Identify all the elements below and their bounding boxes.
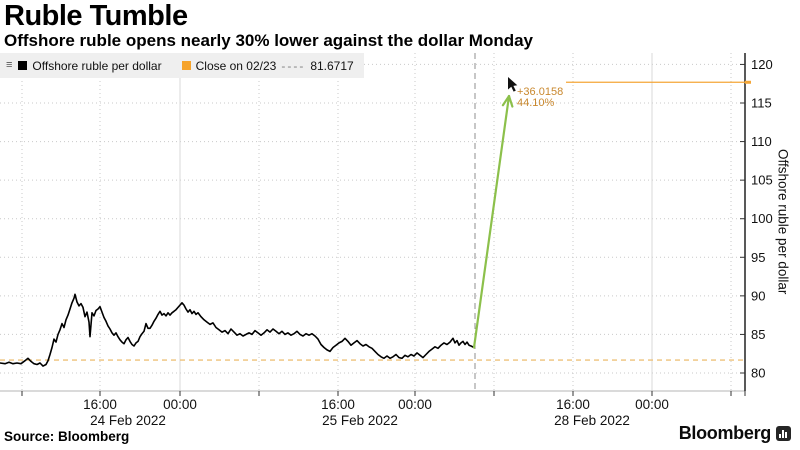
legend-label-ruble: Offshore ruble per dollar (32, 58, 162, 73)
legend-item-ruble[interactable]: Offshore ruble per dollar (18, 58, 162, 73)
y-tick-label: 120 (751, 57, 773, 72)
y-tick-label: 115 (751, 95, 772, 110)
legend-bar: ≡ Offshore ruble per dollar Close on 02/… (0, 53, 364, 78)
date-label: 24 Feb 2022 (90, 413, 166, 428)
y-axis-label-wrap: Offshore ruble per dollar (771, 53, 795, 391)
percent-annotation: 44.10% (517, 97, 555, 109)
bloomberg-wordmark: Bloomberg (678, 423, 772, 443)
legend-item-close[interactable]: Close on 02/23 ---- 81.6717 (181, 58, 354, 73)
page-title: Ruble Tumble (4, 0, 188, 32)
y-tick-label: 105 (751, 173, 773, 188)
date-label: 28 Feb 2022 (554, 413, 630, 428)
change-arrow-head (507, 94, 514, 108)
x-tick-label: 00:00 (398, 397, 432, 412)
change-arrow (472, 94, 511, 349)
legend-dash-sample: ---- (281, 58, 306, 73)
price-line (0, 293, 475, 367)
x-tick-label: 16:00 (321, 397, 355, 412)
y-axis-label: Offshore ruble per dollar (775, 149, 791, 295)
x-tick-label: 16:00 (556, 397, 590, 412)
y-tick-label: 95 (751, 250, 765, 265)
legend-menu-icon[interactable]: ≡ (6, 59, 13, 71)
source-credit: Source: Bloomberg (4, 429, 130, 444)
y-tick-label: 80 (751, 366, 765, 381)
x-tick-label: 00:00 (163, 397, 197, 412)
legend-close-value: 81.6717 (310, 58, 354, 73)
cursor-icon (508, 77, 518, 92)
series-swatch-black (18, 61, 28, 70)
bloomberg-logo: Bloomberg (679, 423, 791, 444)
series-swatch-orange (181, 61, 191, 70)
x-tick-label: 16:00 (83, 397, 117, 412)
y-tick-label: 100 (751, 211, 773, 226)
page-subtitle: Offshore ruble opens nearly 30% lower ag… (4, 31, 534, 50)
change-arrow-head (501, 94, 511, 107)
date-label: 25 Feb 2022 (322, 413, 398, 428)
change-annotation: +36.0158 (517, 86, 563, 98)
legend-label-close: Close on 02/23 (195, 58, 277, 73)
x-tick-label: 00:00 (635, 397, 669, 412)
bloomberg-chart-icon (776, 426, 791, 441)
y-tick-label: 90 (751, 288, 765, 303)
y-tick-label: 110 (751, 134, 772, 149)
y-tick-label: 85 (751, 327, 765, 342)
